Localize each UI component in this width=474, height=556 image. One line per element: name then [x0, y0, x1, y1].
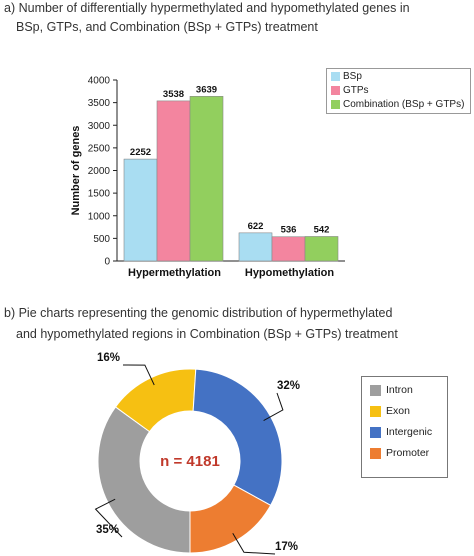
legend-swatch — [331, 86, 340, 95]
leader-line — [263, 392, 284, 421]
legend-label: BSp — [343, 71, 362, 82]
y-tick-label: 500 — [93, 234, 110, 245]
caption-b-line1: b) Pie charts representing the genomic d… — [4, 306, 393, 320]
bar-0-0 — [123, 158, 158, 262]
donut-center-label: n = 4181 — [160, 453, 220, 470]
legend-label: Promoter — [386, 447, 430, 459]
x-category-label: Hypomethylation — [245, 267, 335, 279]
bar-data-label: 3639 — [196, 84, 217, 95]
legend-entry: Intron — [362, 382, 447, 398]
bar-data-label: 3538 — [163, 89, 184, 100]
bar-0-2 — [189, 96, 224, 262]
legend-label: Combination (BSp + GTPs) — [343, 99, 465, 110]
legend-swatch — [370, 426, 381, 438]
legend-entry: Combination (BSp + GTPs) — [327, 98, 470, 111]
legend-swatch — [370, 384, 381, 396]
donut-slice-intergenic — [192, 368, 283, 507]
donut-legend: Intron Exon Intergenic Promoter — [361, 376, 448, 478]
bar-data-label: 542 — [314, 224, 330, 235]
legend-swatch — [370, 405, 381, 417]
bar-1-2 — [304, 236, 339, 262]
legend-entry: Exon — [362, 403, 447, 419]
bar-1-1 — [271, 236, 306, 262]
donut-slice-promoter — [189, 484, 272, 554]
legend-swatch — [370, 447, 381, 459]
bar-chart: 0 500 1000 1500 2000 2500 3000 3500 4000 Number o… — [70, 76, 345, 279]
donut-slice-intron — [97, 406, 191, 554]
legend-label: Intergenic — [386, 426, 433, 438]
slice-percent-label: 32% — [277, 380, 300, 392]
bar-1-0 — [238, 232, 273, 262]
legend-entry: GTPs — [327, 84, 470, 97]
legend-entry: Promoter — [362, 445, 447, 461]
caption-a-line1: a) Number of differentially hypermethyla… — [4, 1, 410, 15]
donut-chart: 35% 16% 32% 17% n = 4181 — [94, 352, 300, 555]
y-tick-label: 1500 — [88, 189, 111, 200]
leader-line — [94, 498, 123, 538]
y-tick-label: 2500 — [88, 143, 111, 154]
leader-line — [122, 364, 155, 386]
legend-label: GTPs — [343, 85, 369, 96]
x-category-label: Hypermethylation — [128, 267, 221, 279]
bar-0-1 — [156, 100, 191, 262]
legend-label: Intron — [386, 384, 413, 396]
y-axis-label: Number of genes — [70, 126, 82, 216]
y-tick-label: 0 — [104, 257, 110, 268]
legend-swatch — [331, 72, 340, 81]
y-tick-label: 3000 — [88, 121, 111, 132]
bar-legend: BSp GTPs Combination (BSp + GTPs) — [326, 68, 471, 114]
legend-entry: Intergenic — [362, 424, 447, 440]
bar-data-label: 536 — [281, 225, 297, 236]
slice-percent-label: 17% — [275, 541, 298, 553]
y-tick-label: 3500 — [88, 98, 111, 109]
legend-label: Exon — [386, 405, 410, 417]
slice-percent-label: 16% — [97, 352, 120, 364]
y-tick-label: 1000 — [88, 211, 111, 222]
leader-line — [232, 533, 276, 555]
slice-percent-label: 35% — [96, 524, 119, 536]
legend-swatch — [331, 100, 340, 109]
y-tick-label: 2000 — [88, 166, 111, 177]
bar-data-label: 2252 — [130, 147, 151, 158]
y-tick-label: 4000 — [88, 76, 111, 87]
legend-entry: BSp — [327, 70, 470, 83]
bar-data-label: 622 — [248, 221, 264, 232]
caption-b-line2: and hypomethylated regions in Combinatio… — [16, 327, 398, 341]
caption-a-line2: BSp, GTPs, and Combination (BSp + GTPs) … — [16, 20, 318, 34]
